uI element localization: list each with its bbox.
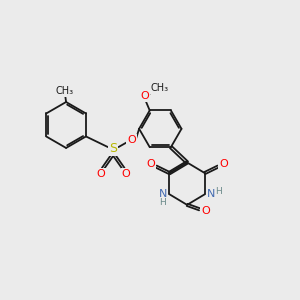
Text: O: O <box>201 206 210 216</box>
Text: N: N <box>207 189 215 199</box>
Text: O: O <box>146 159 155 169</box>
Text: O: O <box>140 91 149 101</box>
Text: O: O <box>219 159 228 169</box>
Text: N: N <box>159 189 167 199</box>
Text: CH₃: CH₃ <box>56 86 74 96</box>
Text: CH₃: CH₃ <box>150 83 168 93</box>
Text: O: O <box>96 169 105 179</box>
Text: H: H <box>215 187 222 196</box>
Text: O: O <box>127 135 136 145</box>
Text: H: H <box>160 198 166 207</box>
Text: O: O <box>122 169 130 179</box>
Text: S: S <box>109 142 117 155</box>
